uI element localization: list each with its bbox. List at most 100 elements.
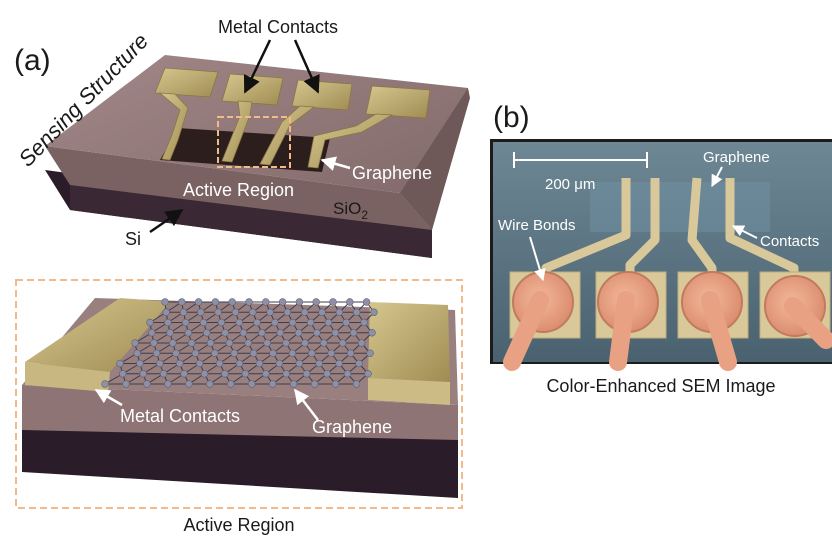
lattice-atom	[217, 318, 226, 327]
sio2-label-base: SiO	[333, 199, 361, 218]
lattice-atom	[187, 339, 196, 347]
lattice-atom	[346, 298, 354, 306]
graphene-label: Graphene	[352, 163, 432, 183]
sem-wires	[503, 291, 832, 371]
sem-scale-bar	[513, 152, 648, 168]
lattice-atom	[147, 329, 156, 337]
zoom-si-layer	[22, 430, 458, 498]
lattice-atom	[318, 308, 326, 316]
lattice-atom	[331, 329, 339, 337]
active-region-caption: Active Region	[183, 515, 294, 535]
panel-a-chip: (a) Sensing Structure Metal Contacts Gra…	[14, 17, 470, 258]
sio2-side	[45, 146, 432, 230]
lattice-atom	[211, 298, 220, 306]
lattice-atom	[184, 329, 193, 337]
lattice-atom	[301, 339, 309, 347]
lattice-atom	[282, 339, 290, 347]
contact-pad-4	[365, 85, 431, 119]
sem-arrow-contacts	[731, 225, 758, 239]
lattice-atom	[295, 359, 303, 368]
lattice-atom	[228, 298, 236, 306]
lattice-atom	[235, 318, 243, 327]
lattice-atom	[315, 359, 323, 368]
lattice-atom	[335, 308, 344, 316]
lattice-atom	[150, 339, 158, 347]
lattice-atom	[179, 308, 188, 316]
lattice-atom	[312, 298, 320, 306]
si-layer-front	[70, 182, 432, 258]
arrow-graphene	[320, 156, 351, 171]
lattice-atom	[366, 349, 374, 357]
lattice-atom	[310, 380, 319, 388]
lattice-atom	[313, 329, 321, 337]
lattice-atom	[159, 370, 168, 378]
lattice-atom	[215, 359, 224, 368]
sem-contacts-label: Contacts	[760, 233, 819, 250]
lattice-atom	[276, 329, 284, 337]
lattice-atom	[320, 339, 328, 347]
lattice-atom	[360, 318, 368, 327]
sem-arrow-graphene	[711, 166, 723, 188]
zoom-metal-contacts-label: Metal Contacts	[120, 406, 240, 426]
lattice-atom	[245, 298, 253, 306]
sem-caption: Color-Enhanced SEM Image	[546, 376, 775, 396]
lattice-atom	[166, 329, 174, 337]
lattice-atom	[258, 329, 266, 337]
lattice-atom	[255, 359, 264, 368]
sem-wire-3	[701, 291, 737, 371]
lattice-atom	[346, 349, 355, 357]
scale-bar-label: 200 μm	[545, 176, 595, 193]
contact-lead-4	[307, 113, 394, 169]
lattice-atom	[206, 380, 214, 388]
lattice-atom	[122, 380, 130, 388]
panel-b: (b)	[490, 101, 832, 396]
lattice-atom	[349, 329, 358, 337]
sem-wire-1	[503, 291, 549, 371]
lattice-atom	[164, 318, 172, 327]
lattice-atom	[172, 349, 180, 357]
lattice-atom	[203, 329, 211, 337]
lattice-atom	[152, 349, 161, 357]
lattice-atom	[230, 349, 238, 357]
lattice-atom	[143, 380, 151, 388]
lattice-atom	[342, 318, 350, 327]
lattice-atom	[294, 329, 303, 337]
lattice-atom	[266, 308, 274, 316]
lattice-atom	[211, 349, 219, 357]
lattice-atom	[288, 349, 297, 357]
panel-a-tag: (a)	[14, 44, 51, 77]
zoom-left-contact-front	[25, 362, 110, 392]
lattice-atom	[176, 359, 184, 368]
arrow-metal-contacts-1	[243, 39, 272, 94]
lattice-atom	[355, 359, 363, 368]
graphene-lattice	[101, 298, 378, 388]
lattice-atom	[357, 339, 366, 347]
metal-contacts-label: Metal Contacts	[218, 17, 338, 37]
lattice-atom	[352, 308, 361, 316]
contact-pad-1	[154, 67, 219, 98]
lattice-atom	[244, 339, 252, 347]
lattice-atom	[278, 298, 287, 306]
sem-wire-2	[609, 291, 635, 371]
zoom-left-contact-top	[25, 298, 170, 372]
zoom-right-contact-front	[368, 378, 450, 405]
contact-lead-1	[158, 92, 189, 161]
lattice-atom	[221, 329, 229, 337]
zoom-sio2-front	[22, 385, 458, 440]
lattice-atom	[308, 349, 316, 357]
lattice-atom	[249, 349, 258, 357]
zoom-graphene-label: Graphene	[312, 417, 392, 437]
lattice-atom	[262, 298, 270, 306]
lattice-atom	[352, 380, 361, 388]
lattice-atom	[161, 298, 169, 306]
lattice-atom	[119, 370, 127, 378]
contact-lead-3	[259, 105, 316, 166]
lattice-atom	[199, 318, 208, 327]
lattice-atom	[329, 298, 337, 306]
active-region-label: Active Region	[183, 180, 294, 200]
lattice-atom	[225, 339, 234, 347]
lattice-atom	[253, 318, 261, 327]
lattice-atom	[191, 349, 200, 357]
lattice-atom	[164, 380, 172, 388]
lattice-atom	[194, 298, 203, 306]
